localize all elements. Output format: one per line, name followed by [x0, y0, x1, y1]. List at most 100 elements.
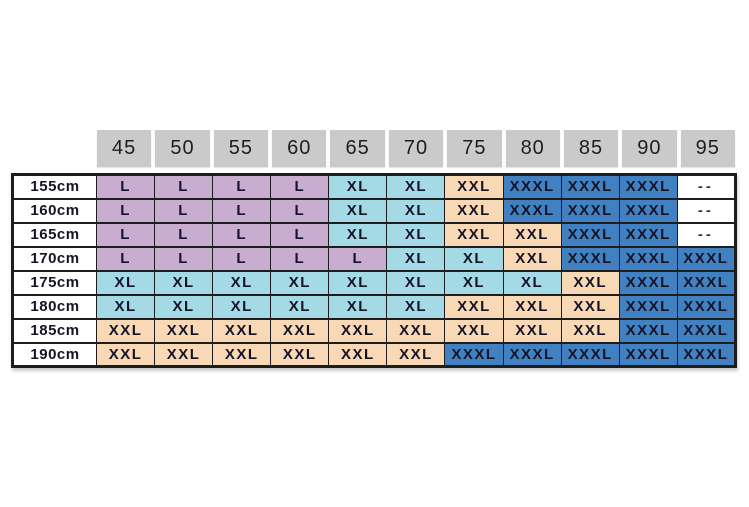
size-cell: XXXL [502, 341, 562, 368]
size-cell: XXL [444, 293, 504, 320]
weight-col-header: 65 [330, 130, 385, 167]
size-cell: L [270, 197, 330, 224]
size-cell: L [95, 197, 156, 224]
size-cell: XL [386, 221, 446, 248]
size-cell: XL [386, 293, 446, 320]
size-cell: XL [95, 269, 156, 296]
height-row-header: 155cm [11, 173, 97, 200]
height-row-header: 180cm [11, 293, 97, 320]
weight-col-header: 60 [272, 130, 327, 167]
size-cell: XXXL [618, 293, 678, 320]
size-chart: 45 50 55 60 65 70 75 80 85 90 95 155cm L L L L XL XL XXL X… [11, 130, 738, 368]
table-row: 165cm L L L L XL XL XXL XXL XXXL XXXL -- [11, 221, 738, 248]
size-cell: -- [676, 221, 738, 248]
size-cell: XL [328, 197, 388, 224]
size-cell: XL [386, 173, 446, 200]
weight-col-header: 85 [563, 130, 619, 167]
size-cell: XXXL [618, 197, 678, 224]
table-row: 175cm XL XL XL XL XL XL XL XL XXL XXXL XXXL [11, 269, 738, 296]
size-cell: L [212, 173, 272, 200]
size-cell: XXXL [560, 221, 620, 248]
size-cell: XL [212, 293, 272, 320]
height-row-header: 190cm [11, 341, 97, 368]
size-cell: XXXL [618, 245, 678, 272]
size-cell: L [154, 173, 214, 200]
size-cell: L [270, 245, 330, 272]
size-cell: L [95, 245, 156, 272]
table-row: 160cm L L L L XL XL XXL XXXL XXXL XXXL -- [11, 197, 738, 224]
size-cell: XXXL [676, 245, 738, 272]
size-cell: XL [386, 197, 446, 224]
size-cell: XXL [560, 317, 620, 344]
size-cell: XL [270, 293, 330, 320]
size-cell: XL [212, 269, 272, 296]
size-cell: XXL [386, 341, 446, 368]
size-cell: XL [270, 269, 330, 296]
size-cell: XXL [328, 317, 388, 344]
size-cell: XL [154, 269, 214, 296]
weight-col-header: 45 [97, 130, 152, 167]
size-cell: XL [154, 293, 214, 320]
size-cell: XXL [502, 245, 562, 272]
size-cell: XXXL [618, 341, 678, 368]
table-row: 170cm L L L L L XL XL XXL XXXL XXXL XXXL [11, 245, 738, 272]
size-cell: XXXL [560, 245, 620, 272]
size-cell: XXXL [676, 293, 738, 320]
table-row: 190cm XXL XXL XXL XXL XXL XXL XXXL XXXL XXXL XXXL X… [11, 341, 738, 368]
size-cell: XL [444, 245, 504, 272]
size-cell: XXXL [502, 173, 562, 200]
size-cell: XL [502, 269, 562, 296]
size-cell: XXXL [618, 221, 678, 248]
size-cell: XXL [212, 341, 272, 368]
size-cell: L [95, 221, 156, 248]
size-cell: XXL [560, 269, 620, 296]
size-table-body: 155cm L L L L XL XL XXL XXXL XXXL XXXL -- 160cm L L L L X… [11, 173, 738, 368]
size-cell: XXXL [618, 317, 678, 344]
size-cell: XXXL [560, 341, 620, 368]
size-cell: XXL [95, 341, 156, 368]
weight-col-header: 80 [505, 130, 560, 167]
weight-col-header: 70 [388, 130, 444, 167]
size-cell: XXL [502, 221, 562, 248]
size-cell: XL [444, 269, 504, 296]
height-row-header: 165cm [11, 221, 97, 248]
height-row-header: 175cm [11, 269, 97, 296]
size-cell: XXL [502, 317, 562, 344]
size-cell: L [212, 245, 272, 272]
size-cell: XXL [502, 293, 562, 320]
size-cell: L [95, 173, 156, 200]
size-cell: XXXL [676, 317, 738, 344]
size-cell: XXXL [676, 341, 738, 368]
size-cell: L [212, 197, 272, 224]
size-cell: XXL [212, 317, 272, 344]
size-cell: XXL [270, 317, 330, 344]
size-cell: XXL [444, 173, 504, 200]
height-row-header: 170cm [11, 245, 97, 272]
size-cell: XXXL [676, 269, 738, 296]
size-cell: XXL [560, 293, 620, 320]
size-cell: XL [386, 245, 446, 272]
size-cell: XXL [95, 317, 156, 344]
size-cell: XL [95, 293, 156, 320]
weight-col-header: 75 [447, 130, 502, 167]
size-cell: XXXL [618, 173, 678, 200]
size-cell: XL [328, 269, 388, 296]
size-cell: L [154, 197, 214, 224]
size-cell: XXXL [560, 173, 620, 200]
table-row: 185cm XXL XXL XXL XXL XXL XXL XXL XXL XXL XXXL XXXL [11, 317, 738, 344]
size-cell: XXXL [444, 341, 504, 368]
size-cell: XXXL [618, 269, 678, 296]
size-table: 155cm L L L L XL XL XXL XXXL XXXL XXXL -- 160cm L L L L X… [11, 173, 738, 368]
size-cell: XL [328, 293, 388, 320]
size-cell: L [154, 245, 214, 272]
weight-col-header: 95 [680, 130, 735, 167]
corner-spacer [11, 130, 95, 167]
size-cell: XL [328, 221, 388, 248]
size-cell: XXXL [560, 197, 620, 224]
size-cell: XXXL [502, 197, 562, 224]
height-row-header: 185cm [11, 317, 97, 344]
weight-col-header: 55 [213, 130, 269, 167]
height-row-header: 160cm [11, 197, 97, 224]
size-cell: XXL [270, 341, 330, 368]
